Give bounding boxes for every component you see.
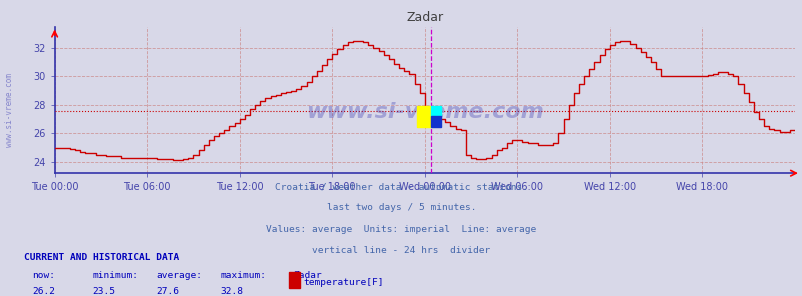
Bar <box>430 116 441 127</box>
Bar <box>417 106 430 127</box>
Text: 26.2: 26.2 <box>32 287 55 296</box>
Text: 32.8: 32.8 <box>221 287 244 296</box>
Text: CURRENT AND HISTORICAL DATA: CURRENT AND HISTORICAL DATA <box>24 253 179 262</box>
Text: 23.5: 23.5 <box>92 287 115 296</box>
Text: maximum:: maximum: <box>221 271 266 280</box>
Text: 27.6: 27.6 <box>156 287 180 296</box>
Text: average:: average: <box>156 271 202 280</box>
Text: now:: now: <box>32 271 55 280</box>
Title: Zadar: Zadar <box>406 11 443 24</box>
Text: www.si-vreme.com: www.si-vreme.com <box>306 102 543 122</box>
Text: vertical line - 24 hrs  divider: vertical line - 24 hrs divider <box>312 246 490 255</box>
Bar <box>430 106 441 116</box>
Text: last two days / 5 minutes.: last two days / 5 minutes. <box>326 203 476 212</box>
Text: Values: average  Units: imperial  Line: average: Values: average Units: imperial Line: av… <box>266 225 536 234</box>
Text: Croatia / weather data - automatic stations.: Croatia / weather data - automatic stati… <box>274 182 528 191</box>
Text: temperature[F]: temperature[F] <box>303 278 383 287</box>
Text: Zadar: Zadar <box>293 271 322 280</box>
Text: www.si-vreme.com: www.si-vreme.com <box>5 73 14 147</box>
Text: minimum:: minimum: <box>92 271 138 280</box>
